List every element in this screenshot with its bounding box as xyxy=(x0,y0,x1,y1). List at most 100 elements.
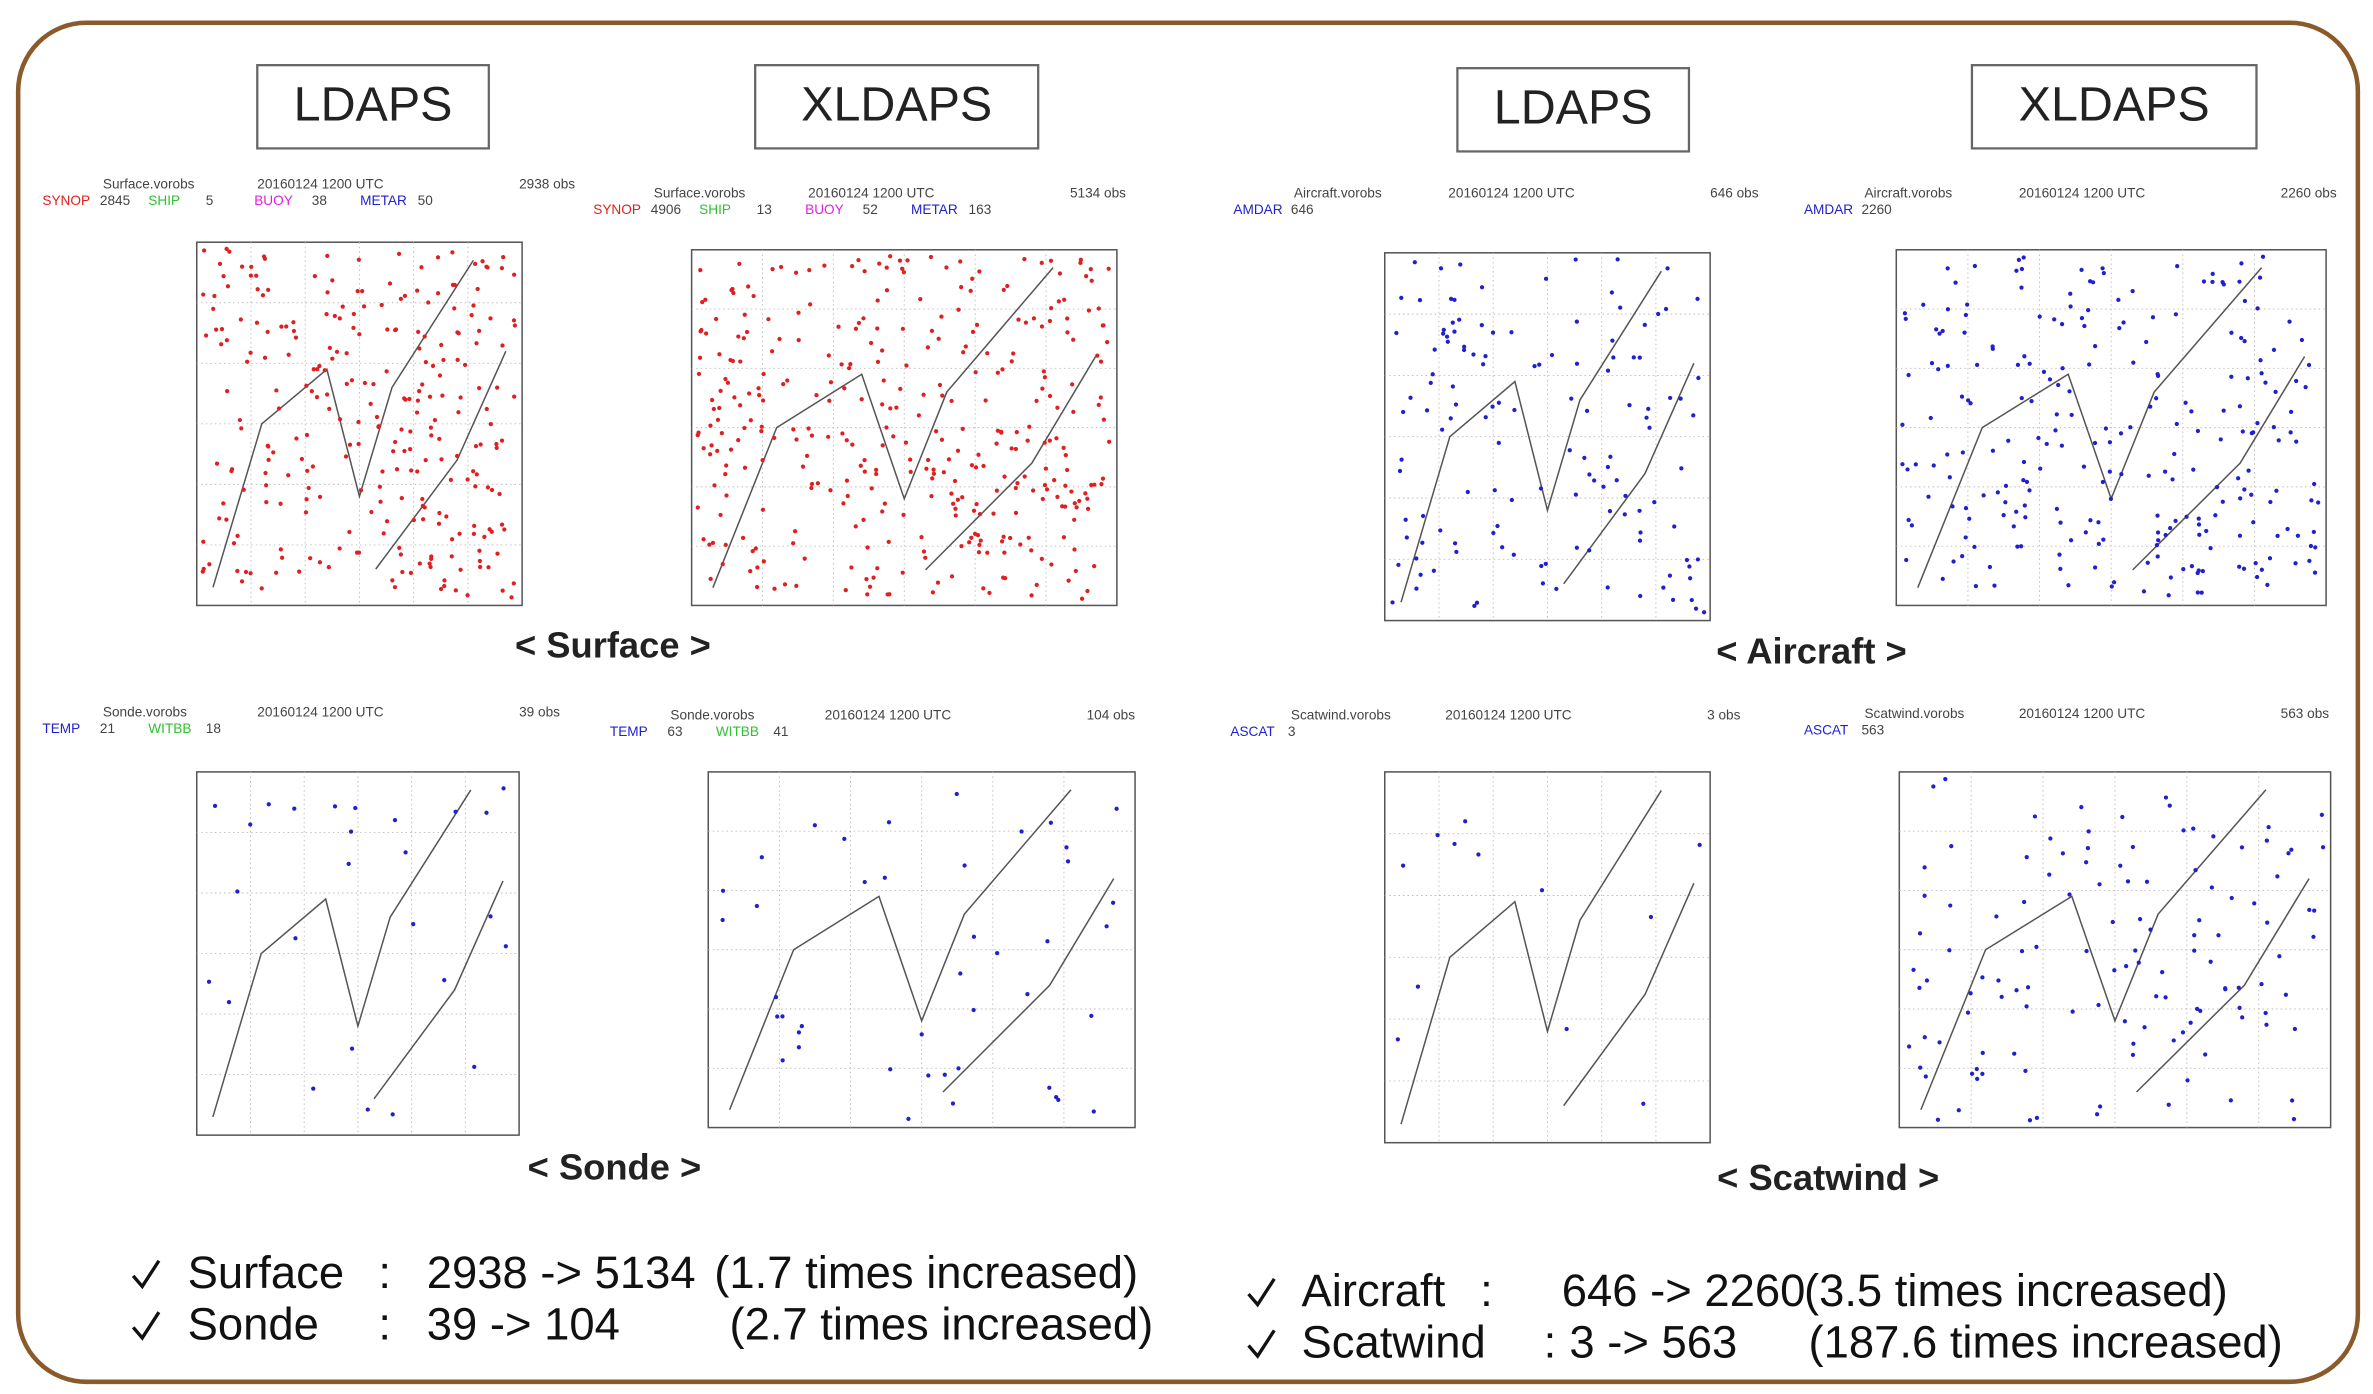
obs-dot xyxy=(1627,403,1631,407)
slide-border xyxy=(18,23,2358,1382)
obs-dot xyxy=(1414,586,1418,590)
obs-dot xyxy=(729,448,733,452)
obs-dot xyxy=(437,522,441,526)
obs-dot xyxy=(2155,543,2159,547)
legend-value: 3 xyxy=(1288,724,1296,739)
obs-dot xyxy=(2243,299,2247,303)
obs-dot xyxy=(2029,399,2033,403)
obs-dot xyxy=(2264,1011,2268,1015)
obs-dot xyxy=(1964,313,1968,317)
panel-count: 563 obs xyxy=(2281,706,2330,721)
obs-dot xyxy=(238,418,242,422)
obs-dot xyxy=(718,513,722,517)
obs-dot xyxy=(848,362,852,366)
obs-dot xyxy=(482,535,486,539)
obs-dot xyxy=(2145,880,2149,884)
legend-label: BUOY xyxy=(805,202,844,217)
obs-dot xyxy=(1095,354,1099,358)
obs-dot xyxy=(772,587,776,591)
obs-dot xyxy=(877,261,881,265)
obs-dot xyxy=(2284,993,2288,997)
obs-dot xyxy=(2022,354,2026,358)
obs-dot xyxy=(1690,598,1694,602)
obs-dot xyxy=(2087,362,2091,366)
obs-dot xyxy=(318,560,322,564)
obs-dot xyxy=(1029,593,1033,597)
panel-file: Aircraft.vorobs xyxy=(1294,185,1382,200)
obs-dot xyxy=(2229,375,2233,379)
obs-dot xyxy=(1453,541,1457,545)
obs-dot xyxy=(347,862,351,866)
obs-dot xyxy=(217,516,221,520)
obs-dot xyxy=(1107,267,1111,271)
obs-dot xyxy=(1491,531,1495,535)
check-mark xyxy=(133,1312,159,1338)
obs-dot xyxy=(908,458,912,462)
summary-text: Scatwind xyxy=(1302,1316,1486,1367)
obs-dot xyxy=(1472,604,1476,608)
obs-dot xyxy=(808,302,812,306)
legend-label: ASCAT xyxy=(1804,723,1848,738)
obs-dot xyxy=(936,580,940,584)
obs-dot xyxy=(2223,986,2227,990)
obs-dot xyxy=(356,420,360,424)
obs-dot xyxy=(874,468,878,472)
obs-dot xyxy=(1623,494,1627,498)
obs-dot xyxy=(1043,483,1047,487)
obs-dot xyxy=(2022,460,2026,464)
obs-dot xyxy=(794,271,798,275)
obs-dot xyxy=(1413,260,1417,264)
obs-dot xyxy=(1900,423,1904,427)
obs-dot xyxy=(1632,355,1636,359)
obs-dot xyxy=(221,274,225,278)
obs-dot xyxy=(974,502,978,506)
obs-dot xyxy=(1641,1102,1645,1106)
obs-dot xyxy=(1065,468,1069,472)
obs-dot xyxy=(2184,515,2188,519)
obs-dot xyxy=(875,326,879,330)
obs-dot xyxy=(2096,1003,2100,1007)
obs-dot xyxy=(1493,488,1497,492)
obs-dot xyxy=(2213,513,2217,517)
obs-dot xyxy=(2292,1117,2296,1121)
obs-dot xyxy=(1011,351,1015,355)
obs-dot xyxy=(1101,323,1105,327)
obs-dot xyxy=(1497,401,1501,405)
obs-dot xyxy=(1539,564,1543,568)
obs-dot xyxy=(712,483,716,487)
obs-dot xyxy=(2189,1021,2193,1025)
obs-dot xyxy=(2237,565,2241,569)
obs-dot xyxy=(2246,376,2250,380)
obs-dot xyxy=(287,353,291,357)
obs-dot xyxy=(732,395,736,399)
obs-dot xyxy=(2068,304,2072,308)
obs-dot xyxy=(1643,323,1647,327)
obs-dot xyxy=(1084,274,1088,278)
obs-dot xyxy=(1048,394,1052,398)
obs-dot xyxy=(2058,567,2062,571)
obs-dot xyxy=(369,402,373,406)
obs-dot xyxy=(504,944,508,948)
obs-dot xyxy=(207,980,211,984)
obs-dot xyxy=(772,436,776,440)
obs-dot xyxy=(1948,903,1952,907)
legend-value: 563 xyxy=(1861,723,1884,738)
obs-dot xyxy=(1698,843,1702,847)
obs-dot xyxy=(869,341,873,345)
obs-dot xyxy=(2216,933,2220,937)
legend-label: SYNOP xyxy=(42,193,90,208)
obs-dot xyxy=(876,360,880,364)
obs-dot xyxy=(399,297,403,301)
obs-dot xyxy=(220,327,224,331)
obs-dot xyxy=(345,382,349,386)
obs-dot xyxy=(263,471,267,475)
obs-dot xyxy=(278,502,282,506)
obs-dot xyxy=(917,413,921,417)
obs-dot xyxy=(2079,268,2083,272)
legend-value: 38 xyxy=(312,193,327,208)
obs-dot xyxy=(1440,428,1444,432)
legend-value: 50 xyxy=(418,193,434,208)
obs-dot xyxy=(2215,485,2219,489)
obs-dot xyxy=(378,485,382,489)
obs-dot xyxy=(416,399,420,403)
